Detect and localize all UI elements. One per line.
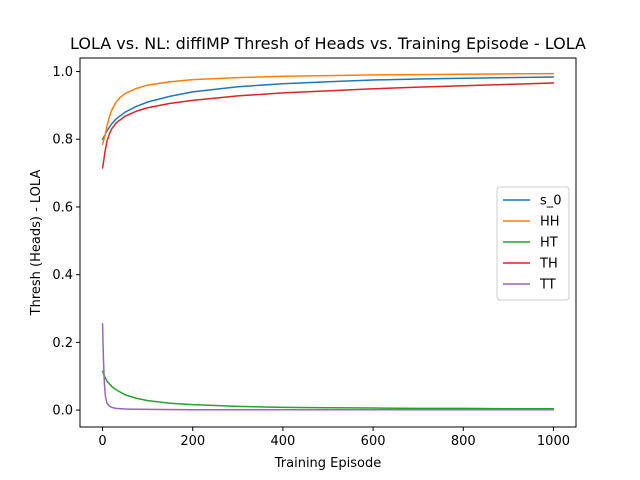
x-axis-label: Training Episode <box>274 456 381 471</box>
y-tick-label: 0.4 <box>52 268 73 283</box>
y-tick-label: 0.2 <box>52 336 73 351</box>
series-line-th <box>101 82 555 169</box>
chart-title: LOLA vs. NL: diffIMP Thresh of Heads vs.… <box>70 34 586 53</box>
x-tick-label: 600 <box>361 434 386 449</box>
legend-box <box>496 186 570 301</box>
series-line-ht <box>101 370 555 410</box>
y-tick-label: 0.8 <box>52 133 73 148</box>
x-tick-label: 400 <box>270 434 295 449</box>
x-tick-label: 0 <box>98 434 106 449</box>
series-line-tt <box>101 323 555 411</box>
legend: s_0 HH HT TH TT <box>496 186 570 301</box>
plot-frame <box>79 57 577 428</box>
y-tick-label: 0.0 <box>52 404 73 419</box>
y-tick-label: 1.0 <box>52 65 73 80</box>
series-line-s-0 <box>101 76 555 140</box>
legend-label: TH <box>539 257 558 272</box>
x-tick-label: 200 <box>180 434 205 449</box>
y-axis-label: Thresh (Heads) - LOLA <box>29 170 44 317</box>
legend-label: s_0 <box>540 194 562 209</box>
x-tick-label: 1000 <box>537 434 570 449</box>
legend-label: HH <box>540 215 560 230</box>
x-tick-label: 800 <box>451 434 476 449</box>
series-layer <box>101 72 555 411</box>
y-axis-ticks: 0.0 0.2 0.4 0.6 0.8 1.0 <box>52 65 80 419</box>
x-axis-ticks: 0 200 400 600 800 1000 <box>98 427 570 449</box>
legend-label: TT <box>539 278 556 293</box>
series-line-hh <box>101 72 555 146</box>
y-tick-label: 0.6 <box>52 200 73 215</box>
legend-label: HT <box>540 236 558 251</box>
